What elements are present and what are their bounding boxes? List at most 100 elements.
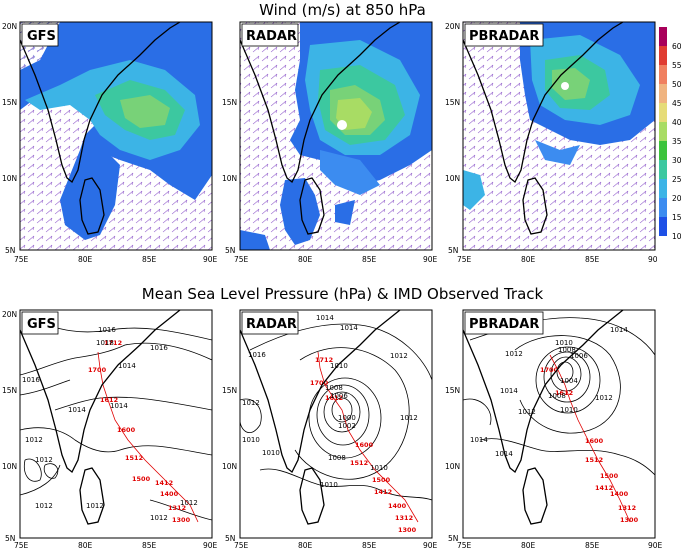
isobar-label: 1012 xyxy=(242,399,260,407)
wind-panel-gfs: GFS xyxy=(19,21,213,251)
colorbar-label: 45 xyxy=(672,99,682,108)
isobar-label: 1012 xyxy=(518,408,536,416)
lon-tick: 75E xyxy=(14,541,29,550)
track-label: 1600 xyxy=(355,441,374,449)
colorbar-swatch-50 xyxy=(659,65,667,84)
colorbar-swatch-35 xyxy=(659,122,667,141)
lat-tick: 5N xyxy=(448,246,458,255)
isobar-label: 1012 xyxy=(35,456,53,464)
lon-tick: 80E xyxy=(78,255,93,264)
lon-tick: 80E xyxy=(298,255,313,264)
lat-tick: 20N xyxy=(2,22,17,31)
colorbar-swatch-55 xyxy=(659,46,667,65)
lon-tick: 85E xyxy=(362,541,377,550)
colorbar-swatch-30 xyxy=(659,141,667,160)
lat-tick: 10N xyxy=(222,174,237,183)
isobar-label: 1016 xyxy=(22,376,40,384)
colorbar-label: 40 xyxy=(672,118,682,127)
isobar-label: 1014 xyxy=(495,450,513,458)
panel-label-gfs-wind: GFS xyxy=(27,29,56,44)
isobar-label: 1010 xyxy=(262,449,280,457)
bottom-row-axes: 20N 15N 10N 5N 15N 10N 5N 15N 10N 5N 75E… xyxy=(2,310,663,550)
lon-tick: 85E xyxy=(142,255,157,264)
track-label: 1400 xyxy=(610,490,629,498)
track-label: 1312 xyxy=(618,504,636,512)
track-label: 1412 xyxy=(374,488,392,496)
colorbar: 60 55 50 45 40 35 30 25 20 15 10 xyxy=(659,27,682,241)
isobar-label: 1008 xyxy=(325,384,343,392)
lon-tick: 90E xyxy=(423,541,438,550)
isobar-label: 1010 xyxy=(555,339,573,347)
lat-tick: 10N xyxy=(445,174,460,183)
lat-tick: 10N xyxy=(2,174,17,183)
lon-tick: 85E xyxy=(362,255,377,264)
track-label: 1512 xyxy=(125,454,143,462)
isobar-label: 1008 xyxy=(328,454,346,462)
isobar-label: 1008 xyxy=(548,392,566,400)
isobar-label: 1010 xyxy=(242,436,260,444)
mslp-panel-gfs: 1712 1700 1612 1600 1512 1500 1412 1400 … xyxy=(19,309,213,539)
lon-tick: 85E xyxy=(142,541,157,550)
wind-row-title: Wind (m/s) at 850 hPa xyxy=(259,1,426,19)
isobar-label: 1002 xyxy=(338,422,356,430)
isobar-label: 1012 xyxy=(505,350,523,358)
track-label: 1600 xyxy=(117,426,136,434)
lon-tick: 90E xyxy=(648,541,663,550)
track-label: 1500 xyxy=(132,475,151,483)
panel-label-radar-wind: RADAR xyxy=(246,29,297,44)
lon-tick: 90E xyxy=(203,541,218,550)
lon-tick: 75E xyxy=(234,255,249,264)
lat-tick: 15N xyxy=(445,386,460,395)
colorbar-label: 25 xyxy=(672,175,682,184)
lat-tick: 10N xyxy=(222,462,237,471)
track-label: 1712 xyxy=(315,356,333,364)
colorbar-swatch-40 xyxy=(659,103,667,122)
isobar-label: 1010 xyxy=(330,362,348,370)
isobar-label: 1012 xyxy=(25,436,43,444)
lat-tick: 20N xyxy=(445,22,460,31)
track-label: 1700 xyxy=(310,379,329,387)
lat-tick: 20N xyxy=(2,310,17,319)
lat-tick: 5N xyxy=(225,246,235,255)
track-label: 1400 xyxy=(160,490,179,498)
lon-tick: 80E xyxy=(298,541,313,550)
track-label: 1612 xyxy=(325,394,343,402)
lon-tick: 85E xyxy=(585,255,600,264)
isobar-label: 1014 xyxy=(610,326,628,334)
colorbar-swatch-20 xyxy=(659,179,667,198)
isobar-label: 1014 xyxy=(340,324,358,332)
track-label: 1512 xyxy=(585,456,603,464)
lat-tick: 15N xyxy=(2,386,17,395)
lon-tick: 90E xyxy=(203,255,218,264)
isobar-label: 1012 xyxy=(390,352,408,360)
lon-tick: 75E xyxy=(234,541,249,550)
lon-tick: 80E xyxy=(78,541,93,550)
isobar-label: 1014 xyxy=(118,362,136,370)
track-label: 1612 xyxy=(100,396,118,404)
lon-tick: 75E xyxy=(457,541,472,550)
isobar-label: 1014 xyxy=(470,436,488,444)
track-label: 1700 xyxy=(540,366,559,374)
isobar-label: 1016 xyxy=(248,351,266,359)
isobar-label: 1014 xyxy=(68,406,86,414)
panel-label-pbradar-mslp: PBRADAR xyxy=(469,317,539,332)
colorbar-label: 15 xyxy=(672,213,682,222)
isobar-label: 1012 xyxy=(150,514,168,522)
colorbar-swatch-10 xyxy=(659,217,667,236)
lat-tick: 5N xyxy=(5,534,15,543)
colorbar-swatch-15 xyxy=(659,198,667,217)
lon-tick: 80E xyxy=(521,541,536,550)
lat-tick: 5N xyxy=(448,534,458,543)
lat-tick: 10N xyxy=(445,462,460,471)
lon-tick: 85E xyxy=(585,541,600,550)
track-label: 1600 xyxy=(585,437,604,445)
track-label: 1712 xyxy=(104,339,122,347)
colorbar-swatch-60 xyxy=(659,27,667,46)
track-label: 1312 xyxy=(168,504,186,512)
lon-tick: 80E xyxy=(521,255,536,264)
isobar-label: 1012 xyxy=(35,502,53,510)
track-label: 1400 xyxy=(388,502,407,510)
isobar-label: 1012 xyxy=(400,414,418,422)
colorbar-label: 20 xyxy=(672,194,682,203)
